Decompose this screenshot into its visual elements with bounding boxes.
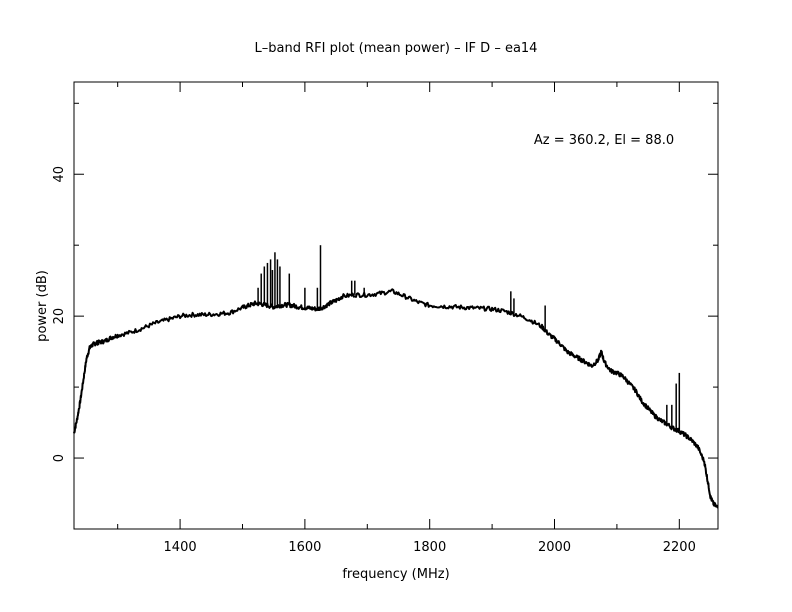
- x-tick-label: 2000: [538, 540, 571, 555]
- axis-ticks: 1400 1600 1800 2000 2200 0 20 40: [52, 82, 718, 555]
- x-tick-label: 1800: [413, 540, 446, 555]
- x-tick-label: 2200: [663, 540, 696, 555]
- y-tick-label: 40: [52, 166, 67, 183]
- plot-frame: [73, 81, 719, 530]
- y-axis-label: power (dB): [35, 270, 50, 342]
- x-tick-label: 1600: [288, 540, 321, 555]
- annotation-az-el: Az = 360.2, El = 88.0: [534, 133, 674, 148]
- power-spectrum-line: [73, 288, 719, 509]
- x-tick-label: 1400: [164, 540, 197, 555]
- plot-area: [73, 245, 719, 509]
- x-axis-label: frequency (MHz): [342, 567, 449, 582]
- y-tick-label: 0: [52, 454, 67, 462]
- chart-title: L–band RFI plot (mean power) – IF D – ea…: [255, 41, 538, 56]
- y-tick-label: 20: [52, 308, 67, 325]
